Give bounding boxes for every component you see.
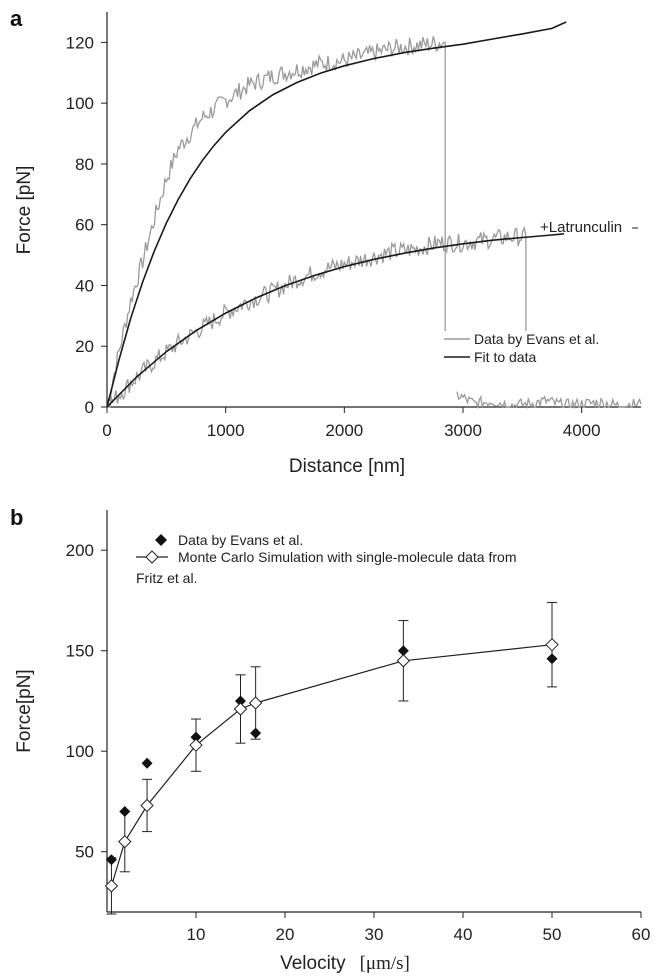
panel-a-x-tick-label: 1000 — [207, 421, 245, 440]
panel-b-simulation-point — [545, 637, 559, 652]
panel-b-x-tick-label: 60 — [632, 925, 651, 944]
panel-b-evans-point — [141, 757, 153, 769]
panel-b-x-tick-label: 20 — [276, 925, 295, 944]
panel-b-evans-point — [546, 653, 558, 665]
panel-b-evans-point — [119, 806, 131, 817]
panel-a-series-line — [456, 391, 642, 410]
panel-a-x-tick-label: 3000 — [444, 421, 482, 440]
panel-a-series-line — [106, 36, 446, 408]
legend-b-label-mc: Monte Carlo Simulation with single-molec… — [178, 549, 516, 565]
legend-b-label-evans: Data by Evans et al. — [178, 532, 303, 548]
legend-b-filled-diamond-icon — [155, 534, 167, 546]
panel-b-y-ticks: 50 100 150 200 — [66, 541, 107, 862]
panel-b-simulation-line — [110, 644, 553, 887]
panel-b-x-tick-label: 40 — [454, 925, 473, 944]
panel-a-y-tick-label: 0 — [85, 398, 94, 417]
panel-a-label: a — [10, 6, 23, 31]
panel-a-y-label: Force [pN] — [14, 166, 35, 255]
panel-b-simulation-point — [104, 879, 119, 893]
panel-a-y-tick-label: 100 — [66, 94, 94, 113]
panel-b-simulation-point — [396, 654, 411, 668]
panel-b-y-tick-label: 150 — [66, 642, 94, 661]
panel-a-annotation-latrunculin: +Latrunculin — [540, 219, 622, 236]
panel-b: b 10 20 30 40 50 60 50 100 150 200 Velocity [μm/s… — [10, 505, 650, 974]
panel-a-y-tick-label: 60 — [75, 216, 94, 235]
panel-a-y-tick-label: 80 — [75, 155, 94, 174]
panel-b-y-tick-label: 200 — [66, 541, 94, 560]
panel-b-x-tick-label: 10 — [187, 925, 206, 944]
legend-a-label-data: Data by Evans et al. — [474, 331, 599, 347]
panel-a-series — [106, 21, 642, 410]
panel-a-x-ticks: 0 1000 2000 3000 4000 — [102, 407, 601, 440]
panel-a-x-tick-label: 2000 — [325, 421, 363, 440]
panel-a-series-line — [106, 233, 564, 408]
panel-a-x-tick-label: 4000 — [563, 421, 601, 440]
panel-a-legend: Data by Evans et al. Fit to data — [444, 331, 599, 365]
panel-b-x-tick-label: 30 — [365, 925, 384, 944]
panel-a-x-label: Distance [nm] — [289, 456, 405, 477]
panel-b-x-label-text: Velocity — [280, 953, 346, 974]
panel-b-simulation-point — [189, 738, 203, 752]
panel-b-evans-point — [105, 854, 117, 866]
panel-b-y-label: Force[pN] — [14, 669, 35, 752]
panel-a-x-tick-label: 0 — [102, 421, 111, 440]
panel-b-x-tick-label: 50 — [543, 925, 562, 944]
panel-b-simulation-point — [140, 798, 154, 813]
panel-b-legend: Data by Evans et al. Monte Carlo Simulat… — [136, 532, 516, 586]
panel-a-series-line — [106, 21, 567, 408]
panel-b-evans-point — [250, 727, 262, 739]
panel-b-simulation-point — [233, 702, 248, 716]
panel-a-y-tick-label: 20 — [75, 337, 94, 356]
panel-a-series-line — [107, 226, 527, 408]
legend-b-label-mc-line2: Fritz et al. — [136, 570, 197, 586]
panel-b-evans-point — [190, 731, 202, 743]
panel-b-evans-point — [235, 695, 246, 707]
panel-b-x-label: Velocity [μm/s] — [280, 953, 410, 974]
panel-b-simulation-point — [118, 834, 132, 849]
panel-b-label: b — [10, 505, 23, 530]
panel-b-series — [104, 601, 559, 915]
legend-b-open-diamond-icon — [145, 550, 159, 564]
panel-b-y-tick-label: 100 — [66, 742, 94, 761]
panel-a-y-ticks: 0 20 40 60 80 100 120 — [66, 33, 107, 417]
panel-b-simulation-point — [248, 696, 263, 710]
panel-a-y-tick-label: 120 — [66, 33, 94, 52]
panel-b-x-ticks: 10 20 30 40 50 60 — [187, 912, 651, 944]
panel-b-evans-point — [397, 645, 409, 657]
panel-b-x-unit: [μm/s] — [360, 953, 410, 974]
panel-a: a 0 1000 2000 3000 4000 0 20 40 60 80 100 120 Dist… — [10, 6, 642, 477]
legend-a-label-fit: Fit to data — [474, 349, 536, 365]
panel-a-y-tick-label: 40 — [75, 276, 94, 295]
panel-b-y-tick-label: 50 — [75, 843, 94, 862]
